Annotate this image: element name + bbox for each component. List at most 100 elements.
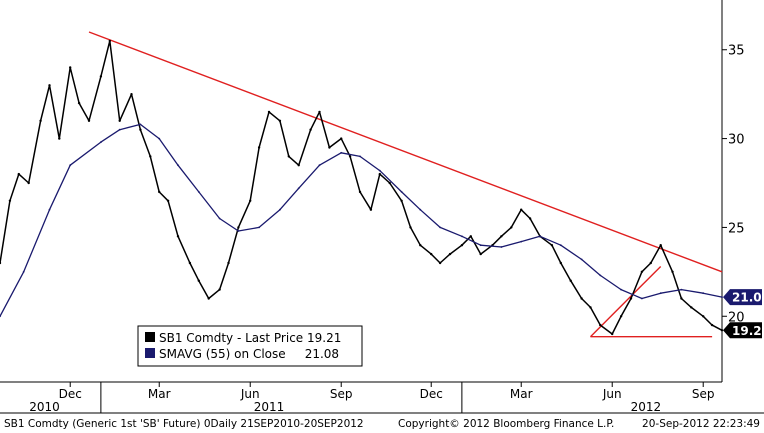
year-label-2011: 2011 [254,400,285,414]
y-tick-label-35: 35 [728,44,745,59]
data-point-sma [237,230,240,232]
data-point-sma [177,164,179,167]
plot-frame [0,0,723,383]
data-point-price [649,261,652,265]
data-point-sma [158,137,161,140]
data-point-sma [378,169,381,172]
data-point-price [569,279,572,282]
value-badge-text-price: 19.21 [732,324,764,338]
x-tick-label-mar: Mar [148,387,171,401]
data-point-price [139,128,142,131]
y-tick-label-20: 20 [728,310,745,325]
data-point-price [640,270,644,273]
year-label-2012: 2012 [631,400,662,414]
resistance-line [88,31,723,273]
data-point-price [438,261,442,265]
data-point-price [550,244,554,247]
data-point-sma [139,123,142,126]
data-point-price [278,119,282,123]
data-point-sma [218,217,221,220]
data-point-sma [197,191,200,193]
data-point-price [309,128,312,131]
data-point-sma [721,296,723,298]
data-point-price [237,226,240,229]
footer-copyright: Copyright© 2012 Bloomberg Finance L.P. [398,418,614,430]
y-tick-label-25: 25 [728,221,745,236]
data-point-sma [258,226,260,229]
data-point-price [671,270,674,273]
data-point-price [257,146,261,149]
data-point-price [409,226,412,229]
y-tick-label-30: 30 [728,133,745,148]
y-axis: 20 25 30 35 [722,44,745,325]
data-point-sma [500,246,503,248]
legend: SB1 Comdty - Last Price 19.21 SMAVG (55)… [137,325,363,367]
footer-timestamp: 20-Sep-2012 22:23:49 [642,418,760,430]
data-point-price [469,235,472,238]
data-point-price [559,261,562,265]
data-point-price [8,199,12,202]
data-point-price [378,172,381,176]
x-tick-label-jun: Jun [240,387,260,401]
data-point-price [166,199,170,202]
value-badge-bg-price [723,322,762,339]
data-point-sma [279,208,281,211]
data-point-price [510,226,513,229]
data-point-price [297,164,300,167]
data-point-price [118,119,121,123]
data-point-sma [0,315,1,318]
data-point-price [39,119,42,123]
data-point-sma [439,226,441,229]
data-point-price [227,261,230,265]
data-point-sma [100,141,102,144]
data-point-price [448,252,452,256]
data-point-sma [461,235,463,238]
data-point-price [108,39,112,43]
data-point-price [369,208,373,211]
data-point-sma [297,187,300,190]
data-point-price [388,181,391,185]
data-point-price [17,172,20,176]
data-point-sma [48,208,51,211]
data-point-price [460,244,464,247]
data-point-sma [118,128,121,131]
x-tick-label-mar: Mar [510,387,533,401]
data-point-price [149,155,152,158]
x-tick-label-sep: Sep [692,387,715,401]
data-point-price [87,119,91,123]
data-point-price [619,315,623,318]
data-point-sma [702,292,705,295]
data-point-price [710,323,714,327]
data-point-price [158,190,161,194]
data-point-price [419,244,422,247]
wedge-line [589,266,662,338]
data-point-price [500,235,503,238]
data-point-price [340,137,343,140]
footer-source: SB1 Comdty (Generic 1st 'SB' Future) 0Da… [4,418,364,430]
data-point-price [358,190,362,194]
data-point-sma [559,244,562,247]
data-point-price [69,66,72,69]
x-tick-label-jun: Jun [602,387,622,401]
data-point-price [249,199,252,202]
data-point-price [348,155,352,158]
series-group [0,39,724,336]
data-point-price [287,155,290,158]
data-point-sma [641,297,643,300]
trendlines [88,31,723,338]
x-axis: Dec Mar Jun Sep Dec Mar Jun Sep 2010 2011 2012 [29,382,715,414]
data-point-price [207,297,210,300]
value-badge-price: 19.21 [723,322,764,339]
data-point-price [479,252,482,256]
data-point-price [77,101,81,105]
data-point-sma [580,258,583,261]
legend-swatch-price [145,332,155,342]
data-point-price [0,261,2,265]
data-point-price [27,181,30,185]
data-point-sma [359,155,361,158]
data-point-price [680,297,683,300]
value-badge-sma: 21.08 [723,289,764,306]
data-point-sma [680,288,683,291]
data-point-price [690,306,693,309]
data-point-sma [539,235,541,238]
